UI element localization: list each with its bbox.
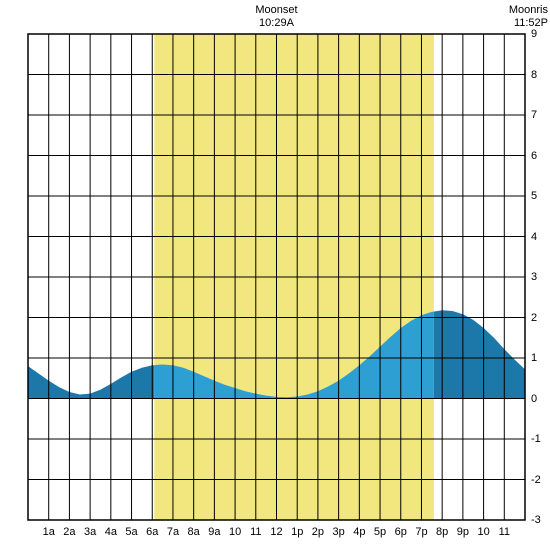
y-tick-label: -2	[531, 474, 541, 486]
x-tick-label: 7p	[415, 526, 427, 538]
moonrise-title: Moonris	[509, 4, 548, 17]
y-tick-label: 7	[531, 109, 537, 121]
x-tick-label: 11	[250, 526, 261, 538]
x-tick-label: 9p	[457, 526, 469, 538]
x-tick-label: 8p	[436, 526, 448, 538]
y-tick-label: 0	[531, 393, 537, 405]
x-tick-label: 10	[229, 526, 241, 538]
y-tick-label: 4	[531, 231, 537, 243]
x-tick-label: 5p	[374, 526, 386, 538]
y-tick-label: 5	[531, 190, 537, 202]
moonset-title: Moonset	[255, 4, 297, 17]
x-tick-label: 4p	[353, 526, 365, 538]
x-tick-label: 6a	[146, 526, 158, 538]
y-tick-label: -3	[531, 514, 541, 526]
x-tick-label: 3a	[84, 526, 96, 538]
x-tick-label: 11	[499, 526, 510, 538]
x-tick-label: 8a	[188, 526, 200, 538]
x-tick-label: 7a	[167, 526, 179, 538]
moonrise-time: 11:52P	[509, 17, 548, 30]
x-tick-label: 9a	[208, 526, 220, 538]
x-tick-label: 1p	[291, 526, 303, 538]
x-tick-label: 1a	[43, 526, 55, 538]
moonset-annotation: Moonset10:29A	[255, 4, 297, 30]
x-tick-label: 2a	[63, 526, 75, 538]
y-tick-label: 2	[531, 312, 537, 324]
x-tick-label: 10	[477, 526, 489, 538]
y-tick-label: 6	[531, 150, 537, 162]
moonset-time: 10:29A	[255, 17, 297, 30]
y-tick-label: -1	[531, 433, 541, 445]
tide-chart: 1a2a3a4a5a6a7a8a9a1011121p2p3p4p5p6p7p8p…	[0, 0, 550, 550]
x-tick-label: 4a	[105, 526, 117, 538]
x-tick-label: 12	[270, 526, 282, 538]
y-tick-label: 8	[531, 69, 537, 81]
x-tick-label: 3p	[333, 526, 345, 538]
x-tick-label: 6p	[395, 526, 407, 538]
y-tick-label: 3	[531, 271, 537, 283]
x-tick-label: 5a	[125, 526, 137, 538]
x-tick-label: 2p	[312, 526, 324, 538]
moonrise-annotation: Moonris11:52P	[509, 4, 548, 30]
chart-svg	[0, 0, 550, 550]
y-tick-label: 1	[531, 352, 537, 364]
